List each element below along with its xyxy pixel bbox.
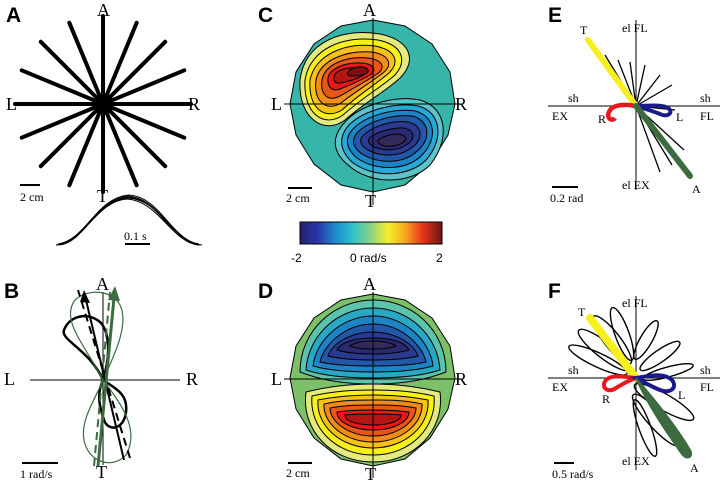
panel-f-label-t: T xyxy=(578,305,586,319)
trajectory-10 xyxy=(38,102,105,169)
panel-d-label-top: A xyxy=(363,274,376,294)
dashed-axis-green xyxy=(93,291,111,467)
trajectory-2 xyxy=(101,39,168,106)
panel-c-label-top: A xyxy=(363,0,376,20)
panel-e-sh-left: sh xyxy=(568,91,579,105)
panel-e-label-r: R xyxy=(598,112,606,126)
panel-a-label-top: A xyxy=(97,0,110,20)
velocity-tuning-loop-black xyxy=(62,314,128,429)
panel-e-el-ex: el EX xyxy=(622,178,650,192)
colorbar-max-label: 2 xyxy=(436,251,443,265)
panel-c-positive-lobe xyxy=(299,32,410,127)
panel-d-label-left: L xyxy=(271,369,282,389)
panel-a-label-right: R xyxy=(188,94,200,114)
colorbar: -2 0 rad/s 2 xyxy=(291,221,443,265)
panel-f-fl-right: FL xyxy=(700,380,714,394)
panel-b-label-bottom: T xyxy=(96,462,107,482)
trajectory-14 xyxy=(38,39,105,106)
preferred-direction-green xyxy=(96,297,116,467)
panel-e-trajectory-t xyxy=(585,37,639,109)
panel-d-letter: D xyxy=(258,280,273,303)
panel-b-scale-label: 1 rad/s xyxy=(20,467,53,481)
panel-f-letter: F xyxy=(548,280,561,303)
panel-f-trajectory-t xyxy=(586,314,640,382)
trajectory-1 xyxy=(101,20,139,106)
arrowhead-green xyxy=(108,286,120,301)
panel-f-label-a: A xyxy=(690,461,699,475)
panel-f-el-fl: el FL xyxy=(622,296,648,310)
center-target xyxy=(93,94,113,114)
panel-e-letter: E xyxy=(548,4,562,27)
velocity-tuning-loop-green xyxy=(69,291,132,464)
colorbar-gradient xyxy=(299,221,443,245)
speed-profile xyxy=(55,194,203,246)
panel-f-sh-left: sh xyxy=(568,363,579,377)
panel-e-label-a: A xyxy=(692,182,701,196)
colorbar-mid-label: 0 rad/s xyxy=(350,251,387,265)
panel-e-fl-right: FL xyxy=(700,109,714,123)
panel-a-label-bottom: T xyxy=(97,186,108,206)
trajectory-15 xyxy=(67,20,105,106)
center-out-trajectories xyxy=(13,14,193,194)
trajectory-6 xyxy=(101,102,168,169)
panel-e-trajectory-r xyxy=(606,102,637,122)
panel-c-label-bottom: T xyxy=(365,191,376,211)
panel-f-scale-label: 0.5 rad/s xyxy=(552,467,594,481)
panel-f-el-ex: el EX xyxy=(622,454,650,468)
time-scale-label: 0.1 s xyxy=(124,229,147,243)
panel-e-label-l: L xyxy=(676,110,683,124)
trajectory-11 xyxy=(19,102,105,140)
panel-e-sh-right: sh xyxy=(700,91,711,105)
panel-a-letter: A xyxy=(6,4,21,27)
trajectory-3 xyxy=(101,68,187,106)
panel-b: B A L R T 1 rad/s xyxy=(4,274,198,482)
panel-f-label-r: R xyxy=(602,392,610,406)
panel-f-label-l: L xyxy=(678,388,685,402)
panel-a-label-left: L xyxy=(6,94,17,114)
panel-e-trajectory-a xyxy=(633,103,693,179)
panel-f-ex-left: EX xyxy=(552,380,568,394)
panel-e-ex-left: EX xyxy=(552,109,568,123)
panel-d: D A L R T 2 cm xyxy=(258,274,467,484)
panel-c-label-left: L xyxy=(271,94,282,114)
panel-e-el-fl: el FL xyxy=(622,21,648,35)
colorbar-min-label: -2 xyxy=(291,251,302,265)
panel-b-label-top: A xyxy=(96,274,109,294)
trajectory-9 xyxy=(67,102,105,188)
panel-f-trajectory-a xyxy=(635,377,692,459)
panel-b-label-right: R xyxy=(186,369,198,389)
panel-f-trajectory-r xyxy=(601,374,637,393)
panel-f: F el FL el EX sh EX sh FL T R L A 0.5 ra… xyxy=(548,280,720,481)
panel-b-label-left: L xyxy=(4,369,15,389)
panel-e-trajectory-l xyxy=(635,103,673,118)
panel-e: E el FL el EX sh EX sh FL T R L A xyxy=(548,4,720,205)
panel-f-trajectory-l xyxy=(629,373,677,394)
trajectory-7 xyxy=(101,102,139,188)
dashed-axis-black xyxy=(77,289,131,459)
panel-e-label-t: T xyxy=(580,23,588,37)
panel-c-scale-label: 2 cm xyxy=(286,191,310,205)
panel-e-scale-label: 0.2 rad xyxy=(550,191,583,205)
trajectory-13 xyxy=(19,68,105,106)
panel-d-scale-label: 2 cm xyxy=(286,466,310,480)
panel-a: A A L R T 2 cm 0.1 s xyxy=(6,0,203,246)
panel-b-letter: B xyxy=(4,280,19,303)
trajectory-5 xyxy=(101,102,187,140)
panel-a-scale-label: 2 cm xyxy=(20,190,44,204)
panel-d-label-bottom: T xyxy=(365,464,376,484)
panel-c-letter: C xyxy=(258,4,273,27)
panel-c: C A L R T 2 cm xyxy=(258,0,467,211)
panel-f-sh-right: sh xyxy=(700,363,711,377)
arrowhead-black xyxy=(80,290,90,303)
panel-c-negative-lobe xyxy=(334,98,444,181)
